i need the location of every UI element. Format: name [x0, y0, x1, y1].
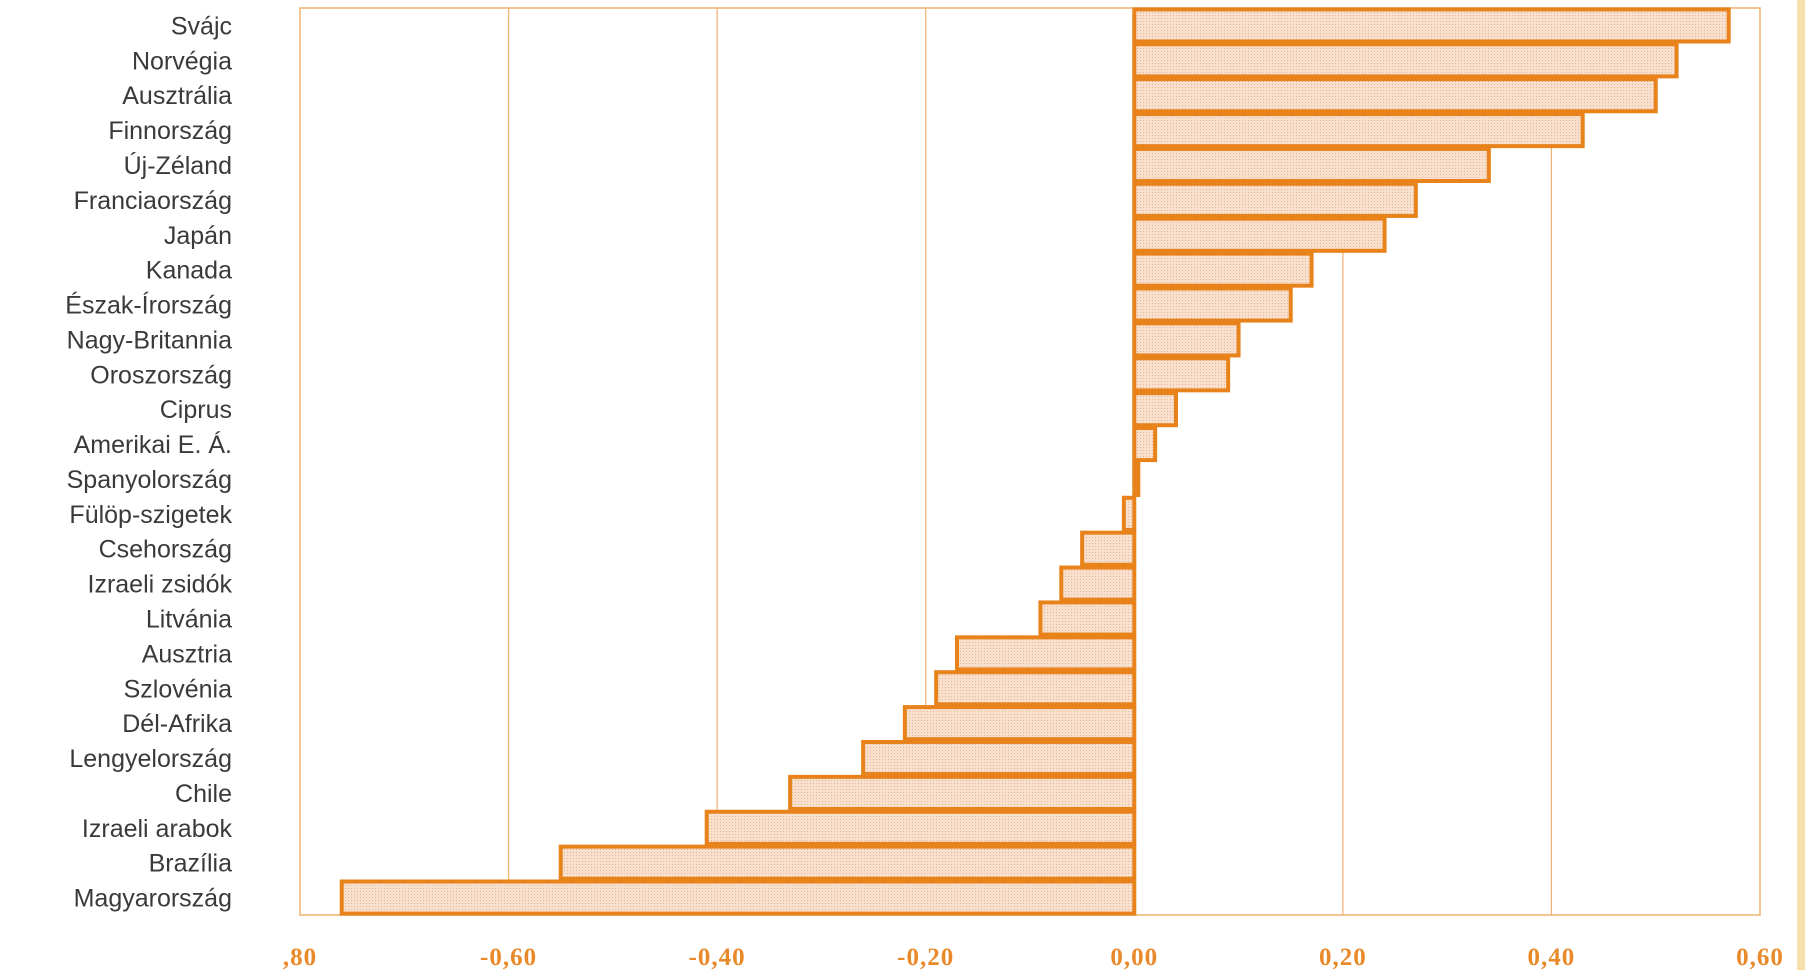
category-label: Dél-Afrika: [122, 710, 232, 738]
category-label: Izraeli zsidók: [88, 571, 233, 599]
category-label: Chile: [175, 780, 232, 808]
bar: [1059, 565, 1137, 602]
category-label: Észak-Írország: [65, 291, 232, 320]
bar: [1132, 112, 1585, 149]
category-label: Franciaország: [74, 187, 232, 215]
bar: [1132, 426, 1158, 463]
x-tick-label: 0,20: [1319, 944, 1367, 970]
category-label: Ausztrália: [122, 82, 232, 110]
category-label: Új-Zéland: [124, 151, 232, 180]
bar: [558, 844, 1137, 881]
category-label: Litvánia: [146, 605, 232, 633]
category-label: Amerikai E. Á.: [74, 430, 232, 459]
x-tick-label: -0,40: [689, 944, 746, 970]
x-tick-label: 0,00: [1110, 944, 1158, 970]
bar: [934, 670, 1137, 707]
category-labels: Svájc Norvégia Ausztrália Finnország Új-Zéla…: [65, 12, 232, 912]
x-tick-label: 0,60: [1736, 944, 1784, 970]
bar: [339, 879, 1137, 916]
x-tick-label: -0,20: [897, 944, 954, 970]
bars: [339, 7, 1731, 916]
category-label: Izraeli arabok: [82, 815, 233, 843]
category-label: Japán: [164, 222, 232, 250]
bar: [1038, 600, 1137, 637]
category-label: Csehország: [99, 536, 232, 564]
bar: [1132, 391, 1179, 428]
bar: [1132, 77, 1658, 114]
bar: [788, 774, 1137, 811]
bar: [902, 705, 1137, 742]
category-label: Spanyolország: [67, 466, 232, 494]
x-tick-label: -0,60: [480, 944, 537, 970]
bar: [1080, 530, 1137, 567]
x-tick-label: 0,40: [1528, 944, 1576, 970]
x-tick-labels: ,80 -0,60 -0,40 -0,20 0,00 0,20 0,40 0,60: [283, 944, 1784, 971]
bar: [861, 739, 1137, 777]
category-label: Oroszország: [90, 361, 232, 389]
category-label: Fülöp-szigetek: [69, 501, 232, 529]
category-label: Finnország: [108, 117, 232, 145]
bar: [1121, 495, 1137, 532]
category-label: Szlovénia: [124, 675, 232, 703]
category-label: Norvégia: [132, 47, 232, 75]
bar: [1132, 251, 1314, 288]
bar: [1132, 286, 1293, 323]
x-tick-label: ,80: [283, 944, 317, 970]
bar: [1132, 216, 1387, 253]
category-label: Lengyelország: [69, 745, 232, 773]
category-label: Kanada: [146, 257, 232, 285]
category-label: Svájc: [171, 12, 232, 40]
bar: [1132, 356, 1231, 393]
bar: [955, 635, 1137, 672]
bar: [1132, 181, 1418, 218]
category-label: Brazília: [149, 850, 232, 878]
category-label: Nagy-Britannia: [67, 326, 232, 354]
category-label: Ausztria: [142, 640, 232, 668]
bar: [1132, 146, 1491, 184]
category-label: Magyarország: [74, 885, 232, 913]
page-edge-stripe: [1797, 0, 1805, 970]
bar: [1132, 7, 1731, 44]
bar: [704, 809, 1137, 846]
bar: [1132, 42, 1679, 79]
bar: [1132, 321, 1241, 358]
category-label: Ciprus: [160, 396, 232, 424]
